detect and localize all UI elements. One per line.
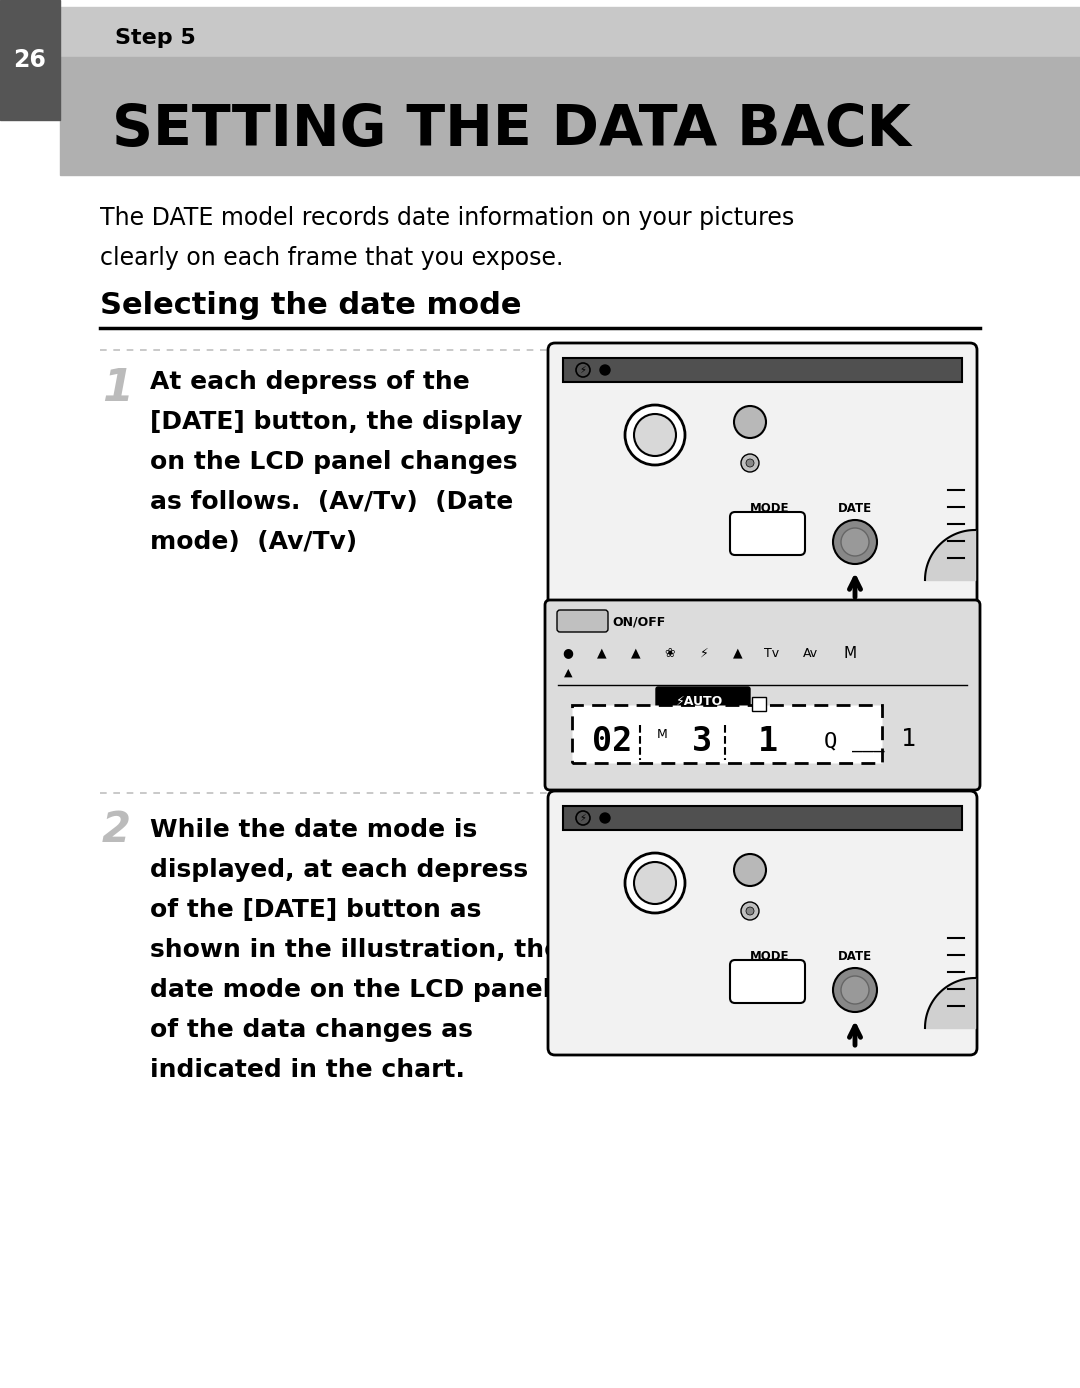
Circle shape (833, 520, 877, 564)
Bar (60, 7, 1080, 62)
Circle shape (841, 976, 869, 1004)
Circle shape (625, 405, 685, 465)
Text: displayed, at each depress: displayed, at each depress (150, 858, 528, 881)
Text: MODE: MODE (751, 501, 789, 515)
Text: of the data changes as: of the data changes as (150, 1017, 473, 1042)
Text: ⚡: ⚡ (580, 365, 586, 375)
Text: ⚡: ⚡ (700, 647, 708, 659)
Circle shape (741, 454, 759, 472)
Text: date mode on the LCD panel: date mode on the LCD panel (150, 979, 551, 1002)
Text: Step 5: Step 5 (114, 28, 195, 49)
Circle shape (746, 906, 754, 915)
Text: mode)  (Av/Tv): mode) (Av/Tv) (150, 530, 357, 554)
Circle shape (634, 862, 676, 904)
Bar (752, 697, 766, 711)
Bar (563, 806, 962, 830)
Text: Q: Q (823, 731, 837, 751)
Text: ON/OFF: ON/OFF (612, 615, 665, 629)
Text: DATE: DATE (838, 949, 872, 962)
Text: indicated in the chart.: indicated in the chart. (150, 1058, 464, 1083)
FancyBboxPatch shape (730, 960, 805, 1004)
FancyBboxPatch shape (545, 600, 980, 790)
Text: While the date mode is: While the date mode is (150, 818, 477, 843)
FancyBboxPatch shape (656, 687, 750, 712)
Text: Selecting the date mode: Selecting the date mode (100, 290, 522, 319)
Circle shape (634, 414, 676, 457)
Bar (572, 705, 882, 763)
Text: ●: ● (563, 647, 573, 659)
Text: clearly on each frame that you expose.: clearly on each frame that you expose. (100, 246, 564, 271)
Text: 2: 2 (102, 809, 131, 851)
Text: 1: 1 (102, 366, 133, 409)
FancyBboxPatch shape (548, 343, 977, 607)
Text: M: M (843, 645, 856, 661)
Text: 1: 1 (758, 725, 778, 758)
Text: ⚡: ⚡ (580, 813, 586, 823)
Text: shown in the illustration, the: shown in the illustration, the (150, 938, 562, 962)
Text: of the [DATE] button as: of the [DATE] button as (150, 898, 482, 922)
Circle shape (600, 813, 610, 823)
Circle shape (625, 854, 685, 913)
Text: ⚡AUTO: ⚡AUTO (676, 694, 724, 708)
Text: ❀: ❀ (665, 647, 675, 659)
Text: [DATE] button, the display: [DATE] button, the display (150, 409, 523, 434)
Text: 02: 02 (592, 725, 632, 758)
Bar (60, 57, 1080, 175)
Text: DATE: DATE (838, 501, 872, 515)
Bar (563, 358, 962, 382)
Text: ▲: ▲ (597, 647, 607, 659)
Text: on the LCD panel changes: on the LCD panel changes (150, 450, 517, 473)
Text: 26: 26 (14, 49, 46, 72)
Circle shape (746, 459, 754, 466)
Text: MODE: MODE (751, 949, 789, 962)
Text: M: M (657, 727, 667, 741)
FancyBboxPatch shape (730, 512, 805, 555)
Text: 3: 3 (692, 725, 712, 758)
Text: SETTING THE DATA BACK: SETTING THE DATA BACK (112, 103, 910, 157)
Text: The DATE model records date information on your pictures: The DATE model records date information … (100, 205, 794, 230)
Text: ___: ___ (852, 734, 885, 752)
Text: 1: 1 (901, 727, 916, 751)
Circle shape (600, 365, 610, 375)
Text: Av: Av (802, 647, 818, 659)
Circle shape (841, 527, 869, 557)
Circle shape (833, 967, 877, 1012)
Text: At each depress of the: At each depress of the (150, 371, 470, 394)
FancyBboxPatch shape (548, 791, 977, 1055)
Circle shape (741, 902, 759, 920)
Text: ▲: ▲ (631, 647, 640, 659)
Text: Tv: Tv (765, 647, 780, 659)
Text: ▲: ▲ (733, 647, 743, 659)
Text: as follows.  (Av/Tv)  (Date: as follows. (Av/Tv) (Date (150, 490, 513, 514)
Text: ▲: ▲ (564, 668, 572, 677)
Circle shape (734, 854, 766, 886)
Bar (563, 806, 962, 830)
Bar (563, 358, 962, 382)
Bar (0, 0, 60, 119)
FancyBboxPatch shape (557, 609, 608, 632)
Circle shape (734, 407, 766, 439)
